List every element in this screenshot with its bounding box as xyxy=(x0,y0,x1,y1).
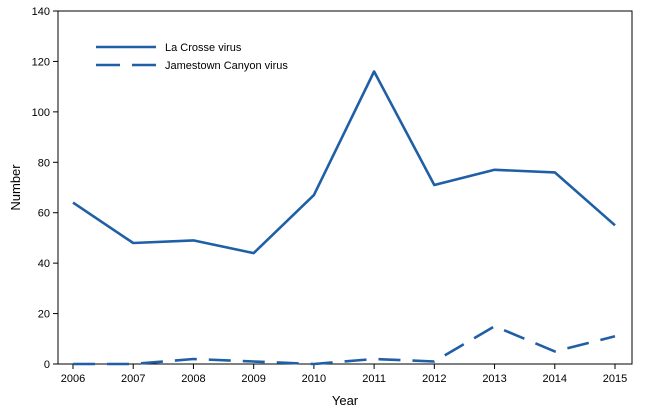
y-tick-label: 80 xyxy=(38,157,50,169)
series-layer xyxy=(72,70,616,366)
series-line-jamestown-canyon-virus xyxy=(73,324,616,366)
y-tick-label: 0 xyxy=(44,359,50,371)
y-axis: 0 20 40 60 80 100 120 140 xyxy=(32,6,58,371)
legend: La Crosse virus Jamestown Canyon virus xyxy=(96,42,288,72)
x-tick-label: 2014 xyxy=(543,373,567,385)
series-line-la-crosse-virus xyxy=(72,70,616,255)
plot-frame xyxy=(57,10,633,365)
y-axis-title: Number xyxy=(8,164,23,211)
x-tick-label: 2008 xyxy=(181,373,205,385)
y-tick-label: 20 xyxy=(38,309,50,321)
x-tick-label: 2011 xyxy=(362,373,386,385)
x-tick-label: 2012 xyxy=(422,373,446,385)
x-axis-title: Year xyxy=(332,393,359,408)
y-tick-label: 60 xyxy=(38,208,50,220)
y-tick-label: 40 xyxy=(38,258,50,270)
x-axis: 2006 2007 2008 2009 2010 2011 2012 2013 2014 2015 xyxy=(61,364,627,385)
x-tick-label: 2010 xyxy=(302,373,326,385)
x-tick-label: 2013 xyxy=(482,373,506,385)
y-tick-label: 120 xyxy=(32,56,50,68)
y-tick-label: 100 xyxy=(32,107,50,119)
x-tick-label: 2006 xyxy=(61,373,85,385)
legend-label: Jamestown Canyon virus xyxy=(165,60,288,72)
legend-label: La Crosse virus xyxy=(165,42,242,54)
y-tick-label: 140 xyxy=(32,6,50,18)
x-tick-label: 2007 xyxy=(121,373,145,385)
x-tick-label: 2009 xyxy=(241,373,265,385)
x-tick-label: 2015 xyxy=(603,373,627,385)
